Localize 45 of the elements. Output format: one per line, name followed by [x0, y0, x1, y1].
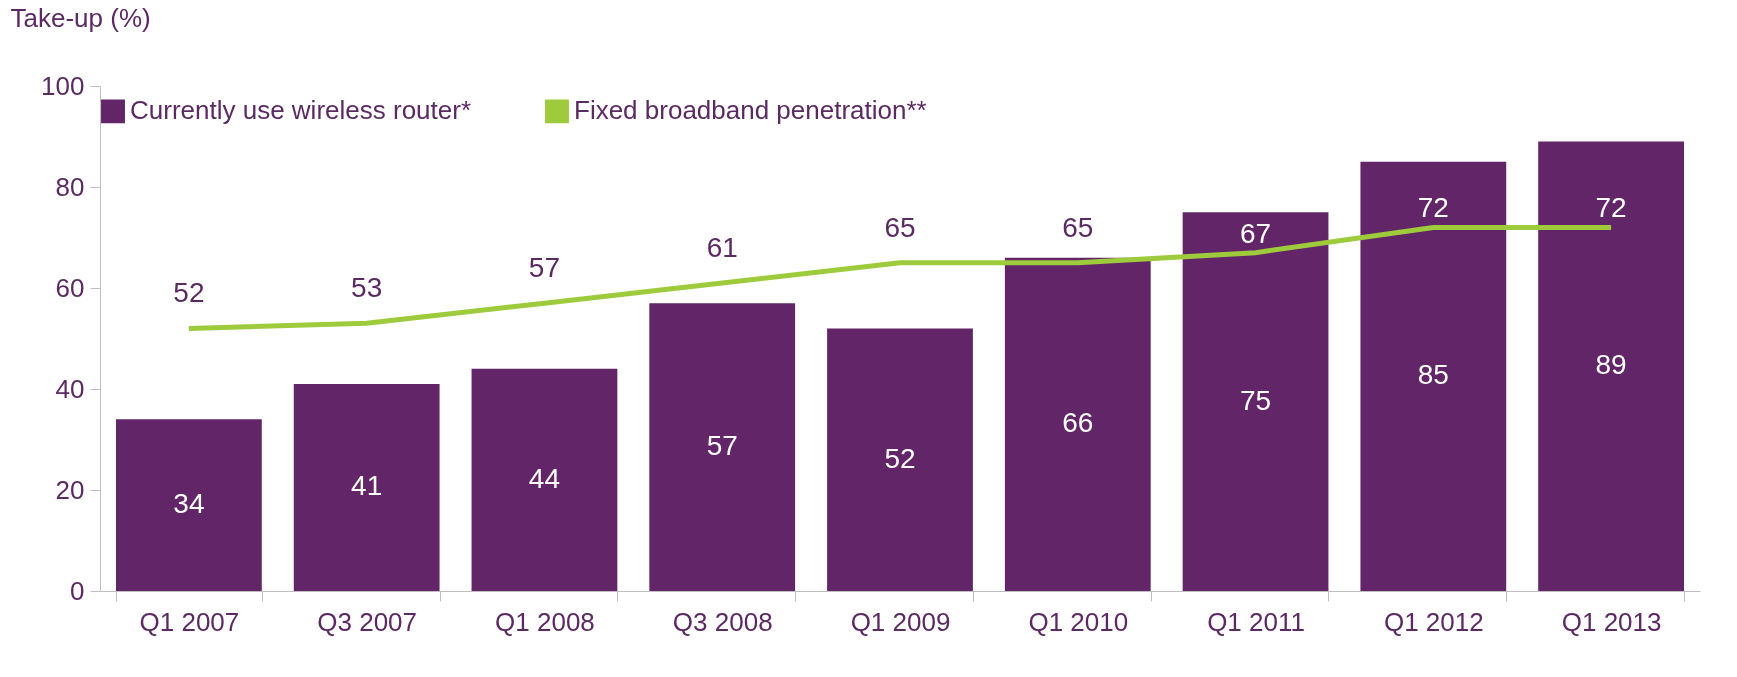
y-tick-label: 40 [55, 373, 85, 404]
data-label: 41 [351, 470, 383, 502]
bar [116, 419, 262, 591]
y-tick-label: 60 [55, 272, 85, 303]
data-label: 65 [884, 211, 916, 243]
legend-label: Fixed broadband penetration** [574, 95, 927, 126]
data-label: 57 [528, 252, 561, 284]
data-label: 44 [528, 462, 561, 494]
data-label: 61 [706, 231, 738, 263]
x-tick-label: Q1 2007 [139, 606, 240, 637]
x-tick-label: Q1 2012 [1383, 606, 1484, 637]
data-label: 72 [1417, 192, 1449, 224]
x-tick-label: Q3 2008 [672, 606, 773, 637]
x-tick-label: Q1 2010 [1028, 606, 1129, 637]
bar [1538, 141, 1684, 591]
y-tick-label: 0 [70, 575, 85, 606]
data-label: 66 [1062, 407, 1094, 439]
bar [471, 368, 618, 591]
bar [1004, 257, 1151, 591]
data-label: 67 [1239, 217, 1272, 249]
bar [649, 303, 796, 591]
data-label: 57 [706, 430, 738, 462]
x-tick-label: Q1 2009 [850, 606, 951, 637]
bar [1182, 212, 1329, 591]
y-tick-label: 100 [41, 70, 85, 101]
data-label: 75 [1239, 384, 1272, 416]
data-label: 72 [1595, 192, 1627, 224]
y-tick-label: 80 [55, 171, 85, 202]
data-label: 52 [884, 442, 916, 474]
x-tick-label: Q3 2007 [317, 606, 418, 637]
bar [293, 383, 440, 591]
data-label: 52 [173, 277, 205, 309]
x-tick-label: Q1 2013 [1561, 606, 1662, 637]
data-label: 65 [1062, 211, 1094, 243]
x-tick-label: Q1 2011 [1207, 606, 1305, 637]
bar [827, 328, 973, 591]
data-label: 34 [173, 488, 205, 520]
y-axis-title: Take-up (%) [10, 2, 151, 33]
data-label: 89 [1595, 349, 1627, 381]
legend-label: Currently use wireless router* [130, 95, 472, 126]
bar [1360, 161, 1507, 591]
data-label: 53 [351, 272, 383, 304]
data-label: 85 [1417, 359, 1449, 391]
y-tick-label: 20 [55, 474, 85, 505]
x-tick-label: Q1 2008 [495, 606, 595, 637]
